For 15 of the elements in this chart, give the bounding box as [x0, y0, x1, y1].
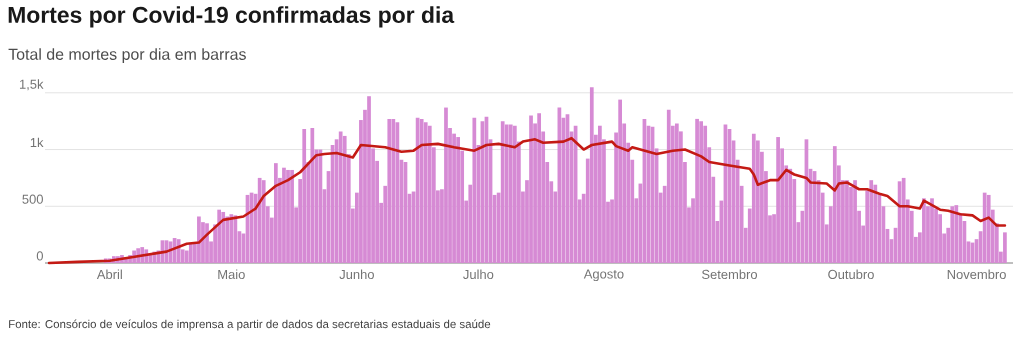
chart-subtitle: Total de mortes por dia em barras — [8, 48, 246, 64]
x-tick-label: Junho — [339, 269, 374, 280]
chart-title: Mortes por Covid-19 confirmadas por dia — [8, 6, 455, 28]
x-tick-label: Maio — [218, 269, 245, 280]
x-tick-label: Novembro — [947, 269, 1006, 280]
y-tick-label: 0 — [36, 251, 43, 261]
x-tick-label: Abril — [96, 269, 122, 280]
y-tick-label: 500 — [22, 194, 43, 204]
x-tick-label: Setembro — [702, 269, 758, 280]
x-tick-label: Agosto — [583, 269, 624, 282]
x-tick-label: Outubro — [828, 269, 874, 280]
y-tick-label: 1k — [30, 137, 44, 148]
x-tick-label: Julho — [463, 269, 494, 280]
source-note: Fonte: Consórcio de veículos de imprensa a partir de dados da secretarias estaduais de saúde — [9, 319, 491, 331]
y-tick-label: 1,5k — [19, 79, 44, 91]
